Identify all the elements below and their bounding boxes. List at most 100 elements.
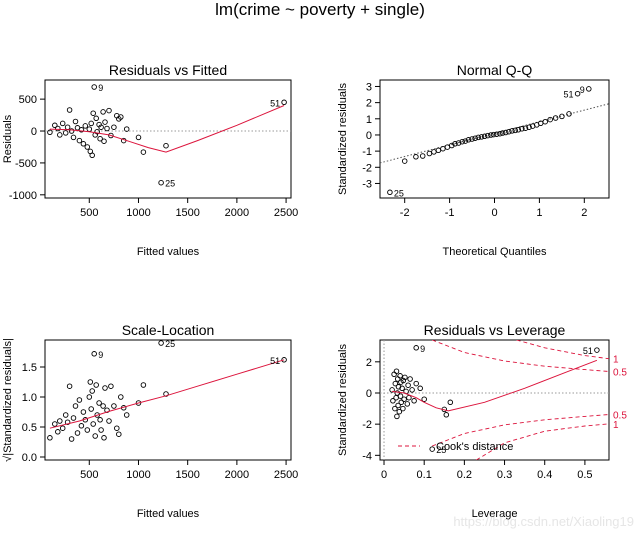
data-point: [102, 385, 108, 391]
panel-2: Normal Q-Q Theoretical Quantiles Standardi…: [337, 62, 610, 258]
data-point: [552, 115, 559, 121]
data-point: [66, 383, 73, 389]
data-point: [392, 380, 399, 387]
data-point: [158, 179, 164, 186]
data-point: [57, 132, 63, 138]
y-axis-label: Residuals: [2, 114, 14, 163]
data-point: [78, 423, 85, 429]
data-point: [478, 134, 485, 140]
data-point: [475, 134, 482, 141]
x-tick-label: 2000: [225, 207, 249, 219]
data-point: [566, 111, 572, 117]
x-tick-label: 1000: [126, 469, 150, 481]
data-point: [405, 382, 411, 388]
y-tick-label: 0: [31, 126, 37, 138]
point-id-label: 25: [394, 188, 404, 198]
data-point: [387, 189, 393, 196]
data-point: [574, 90, 581, 97]
y-tick-label: 1.5: [22, 362, 37, 374]
y-tick-label: 1: [366, 114, 372, 126]
data-point: [47, 129, 53, 136]
data-point: [91, 84, 97, 90]
point-id-label: 9: [98, 350, 103, 360]
point-id-label: 25: [436, 445, 446, 455]
panel-4: Residuals vs Leverage Leverage Standardize…: [337, 322, 627, 520]
panel-title: Residuals vs Fitted: [109, 62, 227, 78]
data-point: [411, 398, 417, 404]
data-point: [396, 408, 403, 415]
data-point: [392, 405, 398, 412]
data-point: [395, 402, 401, 409]
cooks-level-label: 1: [613, 355, 619, 366]
data-point: [447, 399, 454, 406]
data-point: [106, 107, 112, 114]
data-point: [431, 149, 437, 155]
data-point: [80, 409, 87, 415]
data-point: [526, 124, 532, 130]
x-tick-label: 0.5: [577, 469, 592, 481]
smoother-line: [392, 359, 598, 412]
data-point: [55, 125, 61, 132]
data-point: [426, 150, 433, 157]
data-point: [449, 142, 455, 149]
data-point: [86, 126, 93, 132]
data-point: [55, 429, 61, 435]
data-point: [108, 383, 114, 389]
data-point: [106, 418, 112, 424]
y-tick-label: 500: [19, 94, 37, 106]
data-point: [96, 400, 102, 406]
point-id-label: 9: [580, 85, 585, 95]
panel-title: Normal Q-Q: [457, 62, 533, 78]
data-point: [413, 154, 419, 160]
cooks-distance-contour: [432, 340, 609, 372]
data-point: [89, 388, 95, 394]
data-point: [401, 396, 407, 402]
data-point: [118, 394, 124, 400]
x-tick-label: 1000: [126, 207, 150, 219]
data-point: [89, 152, 95, 159]
data-point: [542, 118, 548, 125]
data-point: [393, 368, 400, 374]
data-point: [440, 145, 446, 152]
x-tick-label: -2: [400, 207, 410, 219]
x-axis-label: Fitted values: [137, 508, 200, 520]
data-point: [100, 109, 106, 115]
x-tick-label: 0: [381, 469, 387, 481]
data-point: [390, 398, 396, 404]
legend-label: Cook's distance: [436, 441, 513, 453]
data-point: [455, 140, 462, 146]
x-tick-label: 0.1: [417, 469, 432, 481]
data-point: [91, 351, 97, 357]
y-tick-label: 0: [366, 130, 372, 142]
data-point: [47, 435, 53, 441]
data-point: [94, 128, 100, 135]
data-point: [59, 425, 66, 431]
x-tick-label: 0.4: [537, 469, 552, 481]
data-point: [417, 385, 423, 392]
data-point: [74, 430, 81, 436]
point-id-label: 51: [564, 90, 574, 100]
data-point: [407, 376, 413, 382]
data-point: [62, 130, 69, 136]
data-point: [493, 131, 500, 137]
y-tick-label: -1000: [9, 190, 37, 202]
y-tick-label: -2: [362, 162, 372, 174]
qq-reference-line: [380, 103, 609, 164]
data-point: [57, 418, 63, 424]
data-point: [135, 134, 142, 141]
point-id-label: 51: [270, 356, 280, 366]
data-point: [64, 419, 71, 425]
data-point: [93, 115, 99, 122]
data-point: [413, 345, 419, 351]
data-point: [397, 373, 403, 379]
data-point: [402, 374, 408, 381]
data-point: [140, 382, 147, 388]
x-tick-label: -1: [445, 207, 455, 219]
data-point: [104, 125, 110, 132]
data-point: [586, 86, 592, 92]
y-tick-label: 0.5: [22, 422, 37, 434]
data-point: [509, 128, 515, 134]
data-point: [400, 405, 406, 412]
data-point: [394, 390, 401, 396]
panel-1: Residuals vs Fitted Fitted values Residual…: [2, 62, 298, 258]
